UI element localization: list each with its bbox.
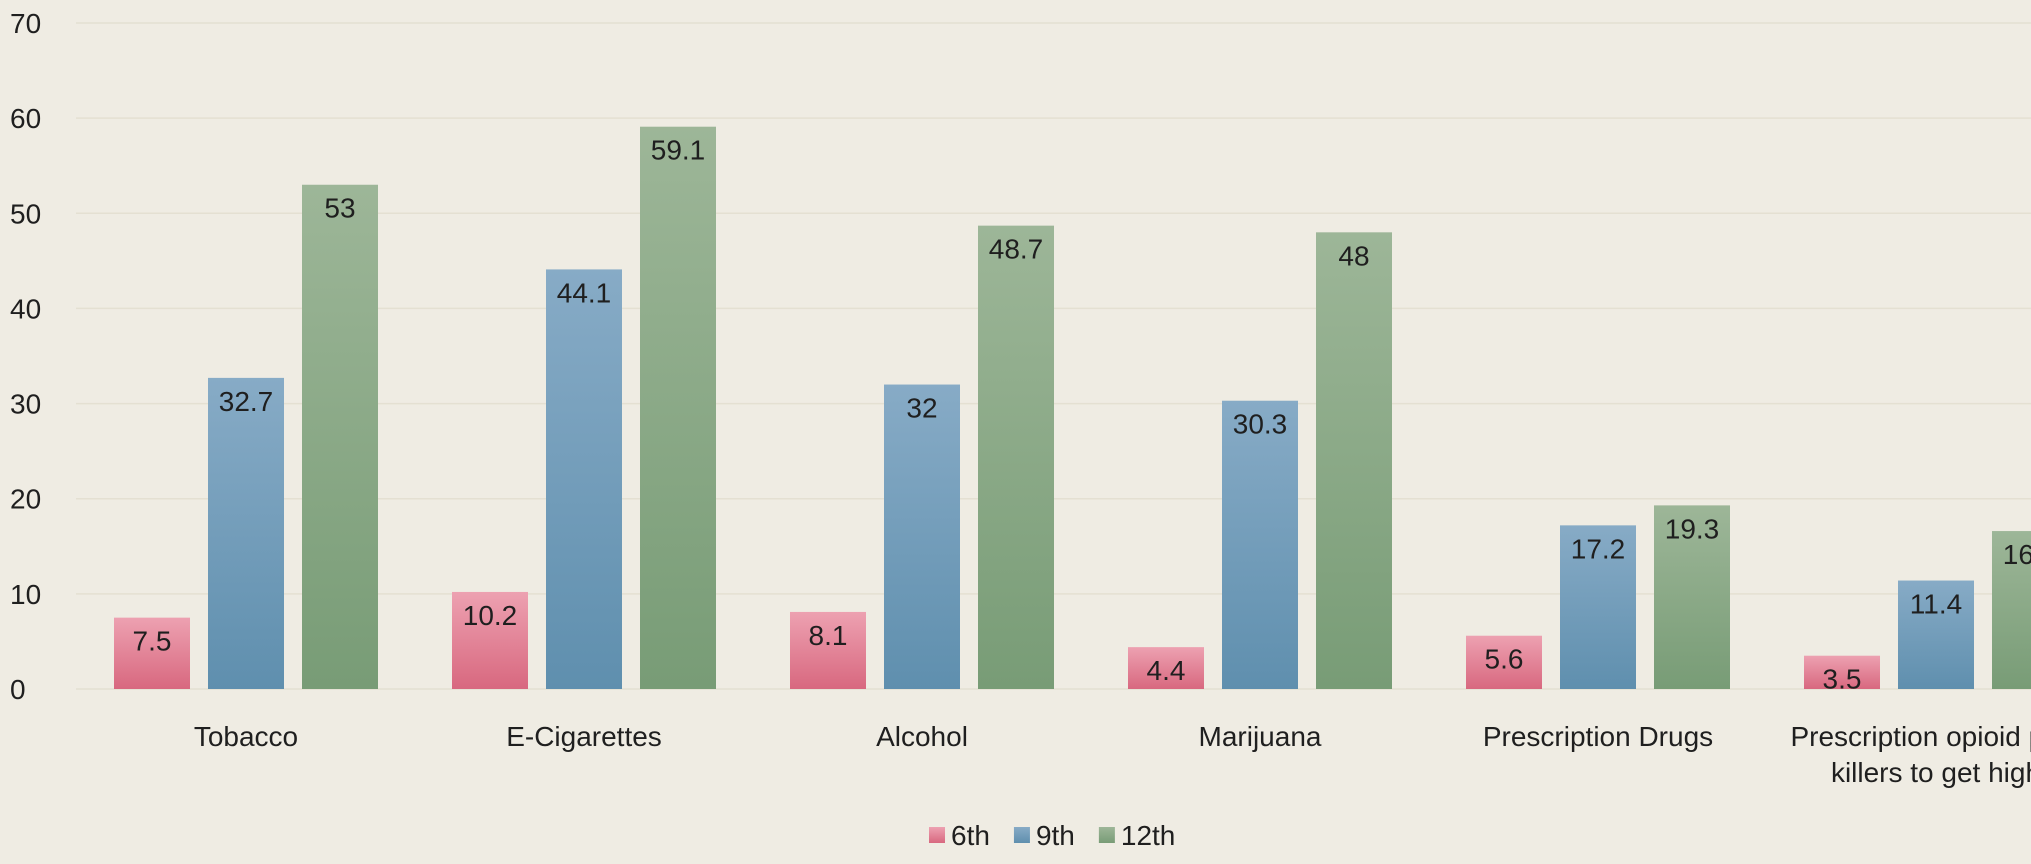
bar-6th-2 <box>790 611 866 689</box>
data-label-6th-0: 7.5 <box>133 626 172 657</box>
y-axis: 0 10 20 30 40 50 60 70 <box>10 8 41 705</box>
y-tick-label: 10 <box>10 579 41 610</box>
data-label-9th-3: 30.3 <box>1233 409 1288 440</box>
bar-9th-1 <box>546 269 622 689</box>
data-label-9th-0: 32.7 <box>219 386 274 417</box>
bar-12th-5 <box>1992 531 2031 689</box>
data-label-6th-2: 8.1 <box>809 620 848 651</box>
data-label-9th-1: 44.1 <box>557 277 612 308</box>
bar-9th-2 <box>884 384 960 689</box>
y-tick-label: 0 <box>10 674 26 705</box>
data-label-12th-5: 16.6 <box>2003 539 2031 570</box>
data-labels: 7.5 32.7 53 10.2 44.1 59.1 8.1 32 48.7 4.4 30.3 48 5… <box>133 135 2031 695</box>
data-label-12th-0: 53 <box>324 193 355 224</box>
bar-9th-3 <box>1222 400 1298 689</box>
data-label-6th-1: 10.2 <box>463 600 518 631</box>
data-label-6th-3: 4.4 <box>1147 655 1186 686</box>
bar-12th-1 <box>640 126 716 690</box>
data-label-12th-3: 48 <box>1338 240 1369 271</box>
bars <box>114 126 2031 690</box>
legend-swatch-12th <box>1098 827 1115 843</box>
bar-12th-0 <box>302 184 378 689</box>
x-category-label: Marijuana <box>1199 721 1322 752</box>
legend-label-12th: 12th <box>1121 820 1176 851</box>
y-tick-label: 60 <box>10 103 41 134</box>
x-category-label: Alcohol <box>876 721 968 752</box>
data-label-12th-2: 48.7 <box>989 234 1044 265</box>
bar-6th-1 <box>452 591 528 689</box>
bar-9th-0 <box>208 377 284 689</box>
legend-swatch-6th <box>929 827 945 843</box>
y-tick-label: 40 <box>10 293 41 324</box>
data-label-9th-4: 17.2 <box>1571 533 1626 564</box>
bar-12th-3 <box>1316 232 1392 690</box>
data-label-12th-1: 59.1 <box>651 135 706 166</box>
bar-6th-4 <box>1466 635 1542 689</box>
y-tick-label: 30 <box>10 389 41 420</box>
bar-9th-5 <box>1898 580 1974 689</box>
data-label-9th-5: 11.4 <box>1910 589 1962 620</box>
data-label-6th-4: 5.6 <box>1485 644 1524 675</box>
legend-label-9th: 9th <box>1036 820 1075 851</box>
bar-12th-2 <box>978 225 1054 689</box>
y-tick-label: 50 <box>10 198 41 229</box>
bar-12th-4 <box>1654 505 1730 689</box>
legend-swatch-9th <box>1013 827 1030 843</box>
x-category-label: Prescription opioid painkillers to get h… <box>1790 721 2031 788</box>
x-category-label: E-Cigarettes <box>506 721 662 752</box>
x-category-label: Tobacco <box>194 721 298 752</box>
bar-6th-5 <box>1804 655 1880 689</box>
legend-label-6th: 6th <box>951 820 990 851</box>
y-tick-label: 20 <box>10 484 41 515</box>
bar-6th-3 <box>1128 647 1204 689</box>
x-axis: Tobacco E-Cigarettes Alcohol Marijuana Presc… <box>194 721 2031 788</box>
legend: 6th 9th 12th <box>929 820 1175 851</box>
data-label-6th-5: 3.5 <box>1823 664 1862 695</box>
x-category-label: Prescription Drugs <box>1483 721 1713 752</box>
bar-9th-4 <box>1560 525 1636 689</box>
bar-6th-0 <box>114 617 190 689</box>
data-label-9th-2: 32 <box>906 393 937 424</box>
y-tick-label: 70 <box>10 8 41 39</box>
data-label-12th-4: 19.3 <box>1665 513 1720 544</box>
